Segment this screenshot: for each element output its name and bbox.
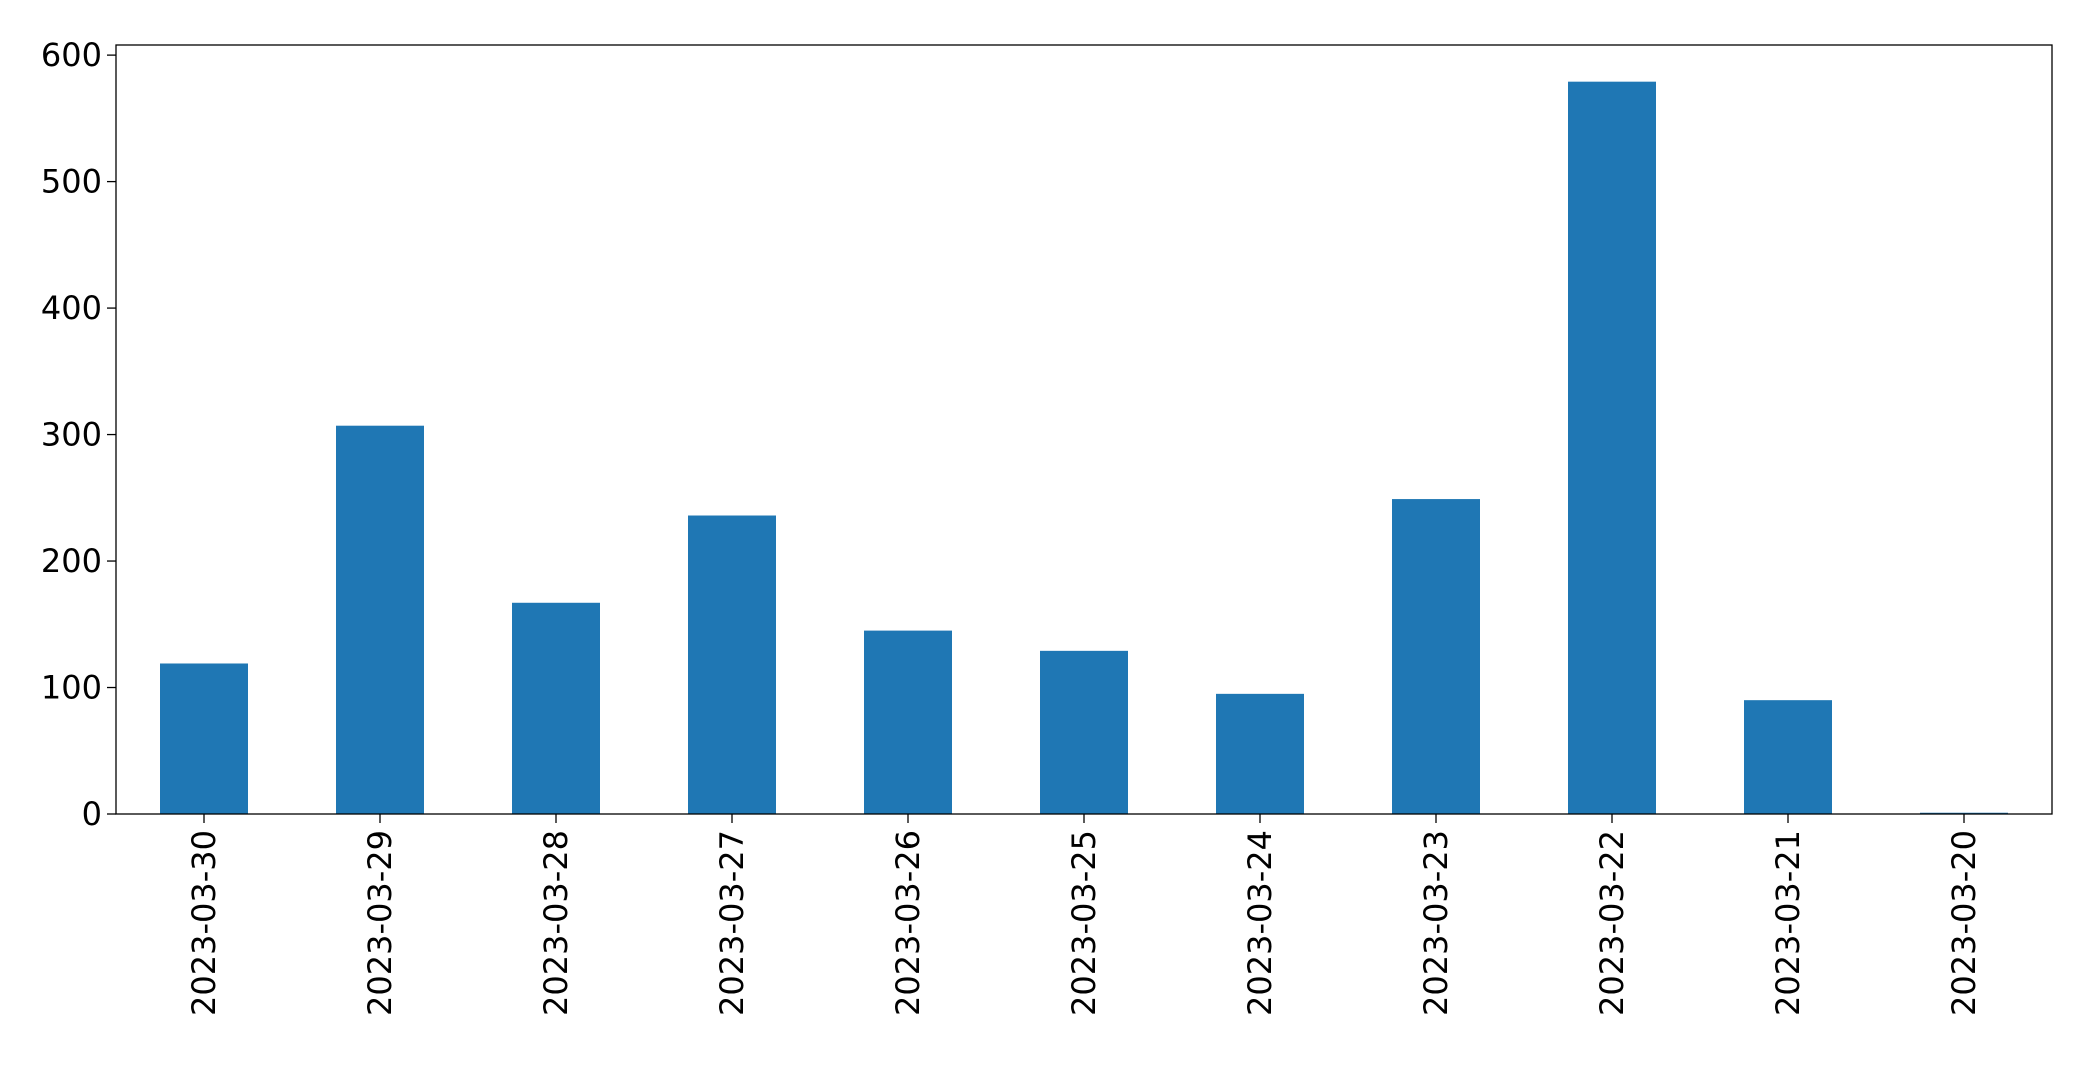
y-tick-label: 200 [41,542,102,580]
x-tick-label: 2023-03-24 [1241,830,1279,1016]
y-tick-label: 300 [41,416,102,454]
bar [1216,693,1304,814]
x-tick-label: 2023-03-28 [537,830,575,1016]
bar [1568,81,1656,815]
x-tick-label: 2023-03-22 [1593,830,1631,1016]
bar [512,602,600,814]
y-tick-label: 0 [82,795,102,833]
bar [864,630,952,814]
x-tick-label: 2023-03-25 [1065,830,1103,1016]
x-tick-label: 2023-03-20 [1945,830,1983,1016]
y-tick-label: 100 [41,669,102,707]
x-tick-label: 2023-03-26 [889,830,927,1016]
bar [1744,700,1832,814]
x-tick-label: 2023-03-30 [185,830,223,1016]
y-tick-label: 400 [41,289,102,327]
bar [1392,499,1480,814]
x-tick-label: 2023-03-29 [361,830,399,1016]
x-tick-label: 2023-03-27 [713,830,751,1016]
y-tick-label: 500 [41,163,102,201]
x-tick-label: 2023-03-23 [1417,830,1455,1016]
y-tick-label: 600 [41,36,102,74]
bar [336,425,424,814]
bar [688,515,776,814]
plot-frame [115,44,2053,815]
bar [1040,650,1128,814]
bar [160,663,248,814]
x-tick-label: 2023-03-21 [1769,830,1807,1016]
